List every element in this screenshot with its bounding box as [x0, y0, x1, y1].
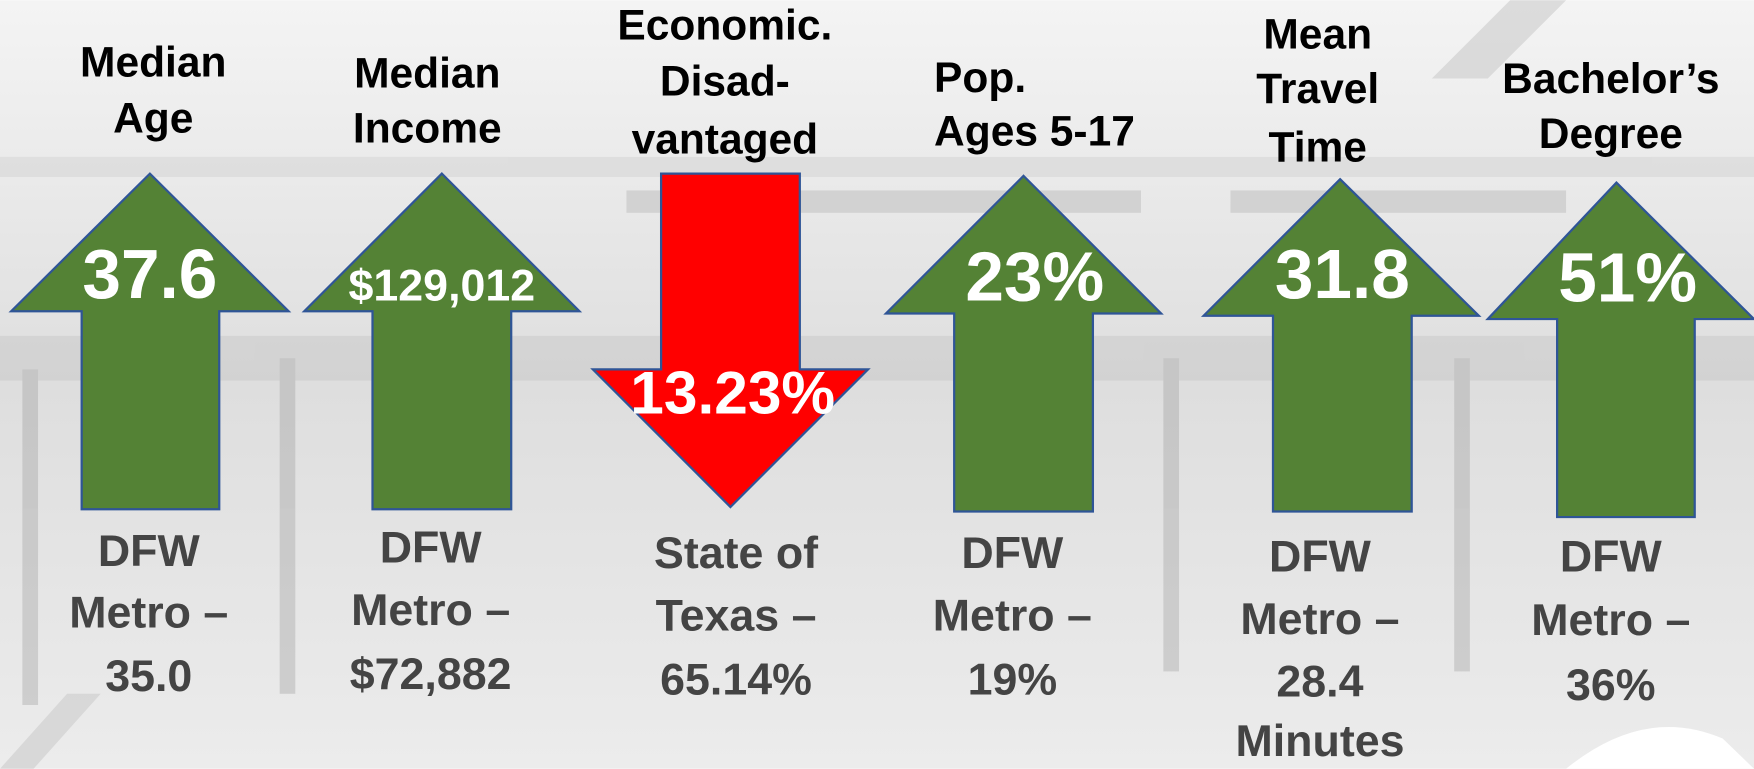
- stat-title: Degree: [1539, 111, 1683, 158]
- stat-comparison: $72,882: [350, 649, 512, 699]
- stat-comparison: 65.14%: [660, 654, 812, 704]
- stat-comparison: DFW: [1560, 531, 1663, 581]
- stat-comparison: Metro –: [351, 585, 510, 635]
- stat-comparison: Metro –: [1240, 594, 1399, 644]
- stat-value: 51%: [1558, 239, 1697, 317]
- stat-title: Disad-: [660, 58, 790, 105]
- stat-comparison: 36%: [1566, 660, 1656, 710]
- stat-value: 31.8: [1275, 235, 1410, 313]
- infographic: Median Age 37.6 DFW Metro – 35.0 Median Income $…: [0, 0, 1754, 769]
- stat-title: Travel: [1256, 66, 1379, 113]
- stat-comparison: DFW: [961, 528, 1064, 578]
- stat-comparison: Texas –: [656, 591, 817, 641]
- stat-title: Mean: [1263, 11, 1372, 58]
- stat-comparison: DFW: [98, 526, 201, 576]
- stat-value: 37.6: [82, 235, 217, 313]
- stat-value: 13.23%: [630, 358, 835, 426]
- stat-value: 23%: [965, 237, 1104, 315]
- stat-comparison: 35.0: [105, 651, 192, 701]
- stat-comparison: DFW: [380, 522, 483, 572]
- stat-comparison: 28.4: [1276, 657, 1363, 707]
- stat-comparison: Minutes: [1235, 716, 1404, 766]
- stat-comparison: State of: [654, 528, 818, 578]
- stat-comparison: Metro –: [1531, 595, 1690, 645]
- stat-comparison: DFW: [1269, 531, 1372, 581]
- stat-comparison: Metro –: [69, 587, 228, 637]
- stat-title: Median: [354, 51, 500, 98]
- stat-title: Age: [113, 95, 193, 142]
- stat-comparison: Metro –: [933, 591, 1092, 641]
- background: [0, 0, 1754, 768]
- stat-value: $129,012: [349, 261, 536, 311]
- stat-title: vantaged: [632, 117, 819, 164]
- stat-title: Time: [1269, 124, 1367, 171]
- stat-title: Bachelor’s: [1502, 56, 1719, 103]
- stat-title: Economic.: [617, 2, 832, 49]
- stat-title: Ages 5-17: [934, 109, 1135, 156]
- stat-title: Pop.: [934, 55, 1026, 102]
- stat-title: Median: [80, 39, 226, 86]
- stat-title: Income: [353, 105, 502, 152]
- stat-comparison: 19%: [968, 654, 1058, 704]
